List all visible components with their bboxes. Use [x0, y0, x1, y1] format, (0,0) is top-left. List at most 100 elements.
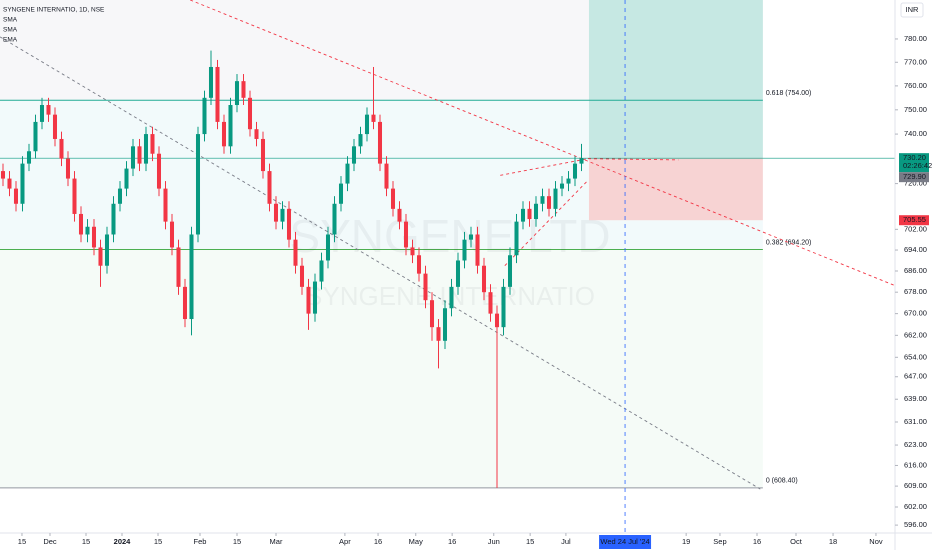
y-tick-label: 662.00	[904, 330, 927, 339]
candle-body	[338, 183, 344, 204]
x-tick-label: Sep	[713, 537, 726, 546]
y-tick-label: 631.00	[904, 417, 927, 426]
candle-body	[442, 308, 448, 341]
x-tick-label: 15	[233, 537, 241, 546]
y-tick-label: 686.00	[904, 266, 927, 275]
candle-body	[104, 234, 110, 266]
candle-body	[293, 239, 298, 266]
x-tick-label: 16	[448, 537, 456, 546]
x-tick-label: 16	[374, 537, 382, 546]
x-tick-label: Jun	[488, 537, 500, 546]
x-tick-label: Jul	[561, 537, 571, 546]
y-tick-label: 654.00	[904, 352, 927, 361]
candle-body	[312, 281, 318, 314]
x-tick-label: 15	[18, 537, 26, 546]
y-tick-label: 720.00	[904, 179, 927, 188]
candle-body	[260, 138, 266, 172]
y-tick-label: 670.00	[904, 309, 927, 318]
candle-body	[332, 203, 337, 235]
candle-body	[429, 300, 435, 328]
candle-body	[559, 183, 565, 189]
candle-body	[390, 188, 396, 209]
candle-body	[384, 163, 389, 189]
candle-body	[254, 129, 259, 139]
indicator-label: SMA	[3, 17, 18, 24]
y-tick-label: 623.00	[904, 440, 927, 449]
candle-body	[59, 138, 64, 159]
y-tick-label: 596.00	[904, 520, 927, 529]
x-tick-label: 2024	[114, 537, 132, 546]
candle-body	[501, 286, 506, 328]
y-tick-label: 760.00	[904, 81, 927, 90]
candle-body	[215, 66, 220, 122]
watermark: SYNGENE LTD	[289, 210, 610, 262]
candle-body	[572, 163, 578, 179]
candle-body	[26, 151, 32, 164]
candle-body	[267, 171, 272, 204]
x-tick-label: 16	[753, 537, 761, 546]
candle-body	[156, 153, 162, 189]
fib-label: 0 (608.40)	[766, 478, 798, 485]
candle-body	[46, 105, 51, 115]
candle-body	[319, 260, 324, 282]
candle-body	[280, 208, 285, 222]
candle-body	[221, 121, 227, 147]
candle-body	[195, 134, 201, 235]
candle-body	[228, 105, 233, 147]
candle-body	[566, 178, 571, 184]
candle-body	[7, 178, 12, 189]
candle-body	[533, 203, 539, 220]
currency: INR	[906, 5, 920, 14]
candle-body	[351, 146, 357, 164]
candle-body	[455, 260, 461, 287]
fib-label: 0.382 (694.20)	[766, 239, 812, 246]
crosshair-label-bg	[599, 535, 652, 549]
candle-body	[117, 188, 123, 204]
candle-body	[169, 221, 175, 248]
chart-title: SYNGENE INTERNATIO, 1D, NSE	[3, 7, 105, 14]
candle-body	[507, 255, 513, 287]
x-tick-label: Nov	[869, 537, 883, 546]
candle-body	[33, 121, 38, 152]
candle-body	[397, 208, 402, 222]
candle-body	[416, 255, 422, 274]
candle-body	[163, 188, 168, 222]
candle-body	[527, 208, 532, 220]
x-tick-label: Dec	[43, 537, 57, 546]
stop-price-tag	[899, 215, 929, 226]
stop-price-label: 705.55	[903, 215, 926, 224]
countdown: 02:26:42	[903, 161, 932, 170]
candle-body	[208, 66, 214, 98]
candle-body	[475, 234, 480, 266]
candle-body	[91, 226, 97, 248]
y-tick-label: 702.00	[904, 224, 927, 233]
y-tick-label: 602.00	[904, 502, 927, 511]
candle-body	[234, 81, 240, 106]
y-tick-label: 609.00	[904, 481, 927, 490]
candle-body	[137, 146, 142, 164]
candle-body	[78, 213, 84, 235]
y-tick-label: 647.00	[904, 372, 927, 381]
candle-body	[65, 158, 71, 179]
crosshair-label: Wed 24 Jul '24	[600, 537, 649, 546]
target-zone	[588, 0, 763, 159]
candle-body	[299, 265, 305, 287]
candle-body	[13, 188, 19, 204]
x-tick-label: May	[409, 537, 423, 546]
x-tick-label: Feb	[194, 537, 207, 546]
x-tick-label: 15	[526, 537, 534, 546]
candle-body	[202, 97, 207, 135]
candle-body	[124, 168, 129, 189]
candle-body	[247, 97, 253, 130]
prev-price-tag	[899, 172, 929, 183]
candle-body	[520, 208, 526, 222]
y-tick-label: 750.00	[904, 105, 927, 114]
candle-body	[449, 286, 454, 309]
plot-area: 0.618 (754.00) 0.382 (694.20) 0 (608.40) SY…	[0, 0, 895, 490]
candle-body	[553, 188, 558, 209]
candle-body	[130, 146, 136, 169]
y-tick-label: 616.00	[904, 460, 927, 469]
candle-body	[579, 158, 584, 164]
candle-body	[358, 134, 363, 147]
